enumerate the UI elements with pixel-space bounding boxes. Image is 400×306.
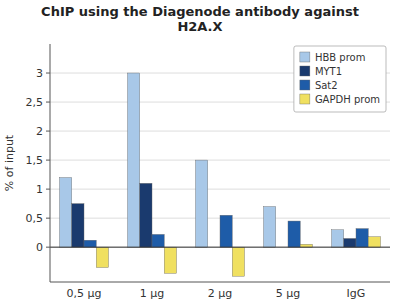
legend: HBB prom MYT1 Sat2 GAPDH prom bbox=[294, 46, 386, 112]
grid-line bbox=[50, 247, 390, 248]
bar bbox=[96, 247, 108, 267]
y-axis-label: % of input bbox=[3, 134, 16, 191]
grid bbox=[50, 73, 390, 247]
y-tick-label: 2 bbox=[36, 125, 43, 138]
legend-label: HBB prom bbox=[315, 52, 366, 63]
y-tick-label: 3 bbox=[36, 67, 43, 80]
y-tick bbox=[46, 247, 50, 248]
y-tick bbox=[46, 160, 50, 161]
legend-label: GAPDH prom bbox=[315, 94, 380, 105]
bar bbox=[344, 238, 356, 247]
title-line: ChIP using the Diagenode antibody agains… bbox=[41, 4, 359, 19]
bar bbox=[72, 204, 84, 248]
bar bbox=[196, 160, 208, 247]
y-axis bbox=[50, 44, 51, 282]
title-line: H2A.X bbox=[177, 19, 222, 34]
bar bbox=[220, 215, 232, 247]
legend-label: Sat2 bbox=[315, 80, 338, 91]
y-tick-label: 0,5 bbox=[26, 212, 44, 225]
legend-label: MYT1 bbox=[315, 66, 342, 77]
x-tick-label: 2 μg bbox=[208, 287, 232, 300]
x-tick-label: 0,5 μg bbox=[67, 287, 102, 300]
y-tick-label: 0 bbox=[36, 241, 43, 254]
bar bbox=[264, 207, 276, 248]
bar bbox=[140, 183, 152, 247]
bar bbox=[288, 221, 300, 247]
chart: ChIP using the Diagenode antibody agains… bbox=[0, 0, 400, 306]
bar bbox=[232, 247, 244, 276]
legend-swatch bbox=[300, 66, 310, 76]
legend-box bbox=[294, 46, 386, 112]
bar bbox=[60, 178, 72, 248]
y-tick-label: 1 bbox=[36, 183, 43, 196]
bar bbox=[152, 234, 164, 247]
y-tick bbox=[46, 189, 50, 190]
x-tick-label: IgG bbox=[347, 287, 366, 300]
x-tick-label: 1 μg bbox=[140, 287, 164, 300]
x-tick-label: 5 μg bbox=[276, 287, 300, 300]
x-axis bbox=[50, 282, 390, 283]
bar bbox=[368, 237, 380, 247]
zero-line bbox=[50, 247, 390, 248]
bar bbox=[332, 230, 344, 247]
bar bbox=[84, 240, 96, 247]
y-tick bbox=[46, 131, 50, 132]
legend-swatch bbox=[300, 94, 310, 104]
legend-swatch bbox=[300, 80, 310, 90]
y-tick bbox=[46, 102, 50, 103]
title: ChIP using the Diagenode antibody agains… bbox=[41, 4, 359, 34]
y-tick-label: 1,5 bbox=[26, 154, 44, 167]
grid-line bbox=[50, 189, 390, 190]
grid-line bbox=[50, 131, 390, 132]
bar bbox=[164, 247, 176, 273]
y-tick bbox=[46, 73, 50, 74]
y-tick bbox=[46, 218, 50, 219]
grid-line bbox=[50, 160, 390, 161]
bars bbox=[60, 73, 381, 276]
legend-swatch bbox=[300, 52, 310, 62]
y-tick-label: 2,5 bbox=[26, 96, 44, 109]
bar bbox=[356, 229, 368, 248]
bar bbox=[128, 73, 140, 247]
